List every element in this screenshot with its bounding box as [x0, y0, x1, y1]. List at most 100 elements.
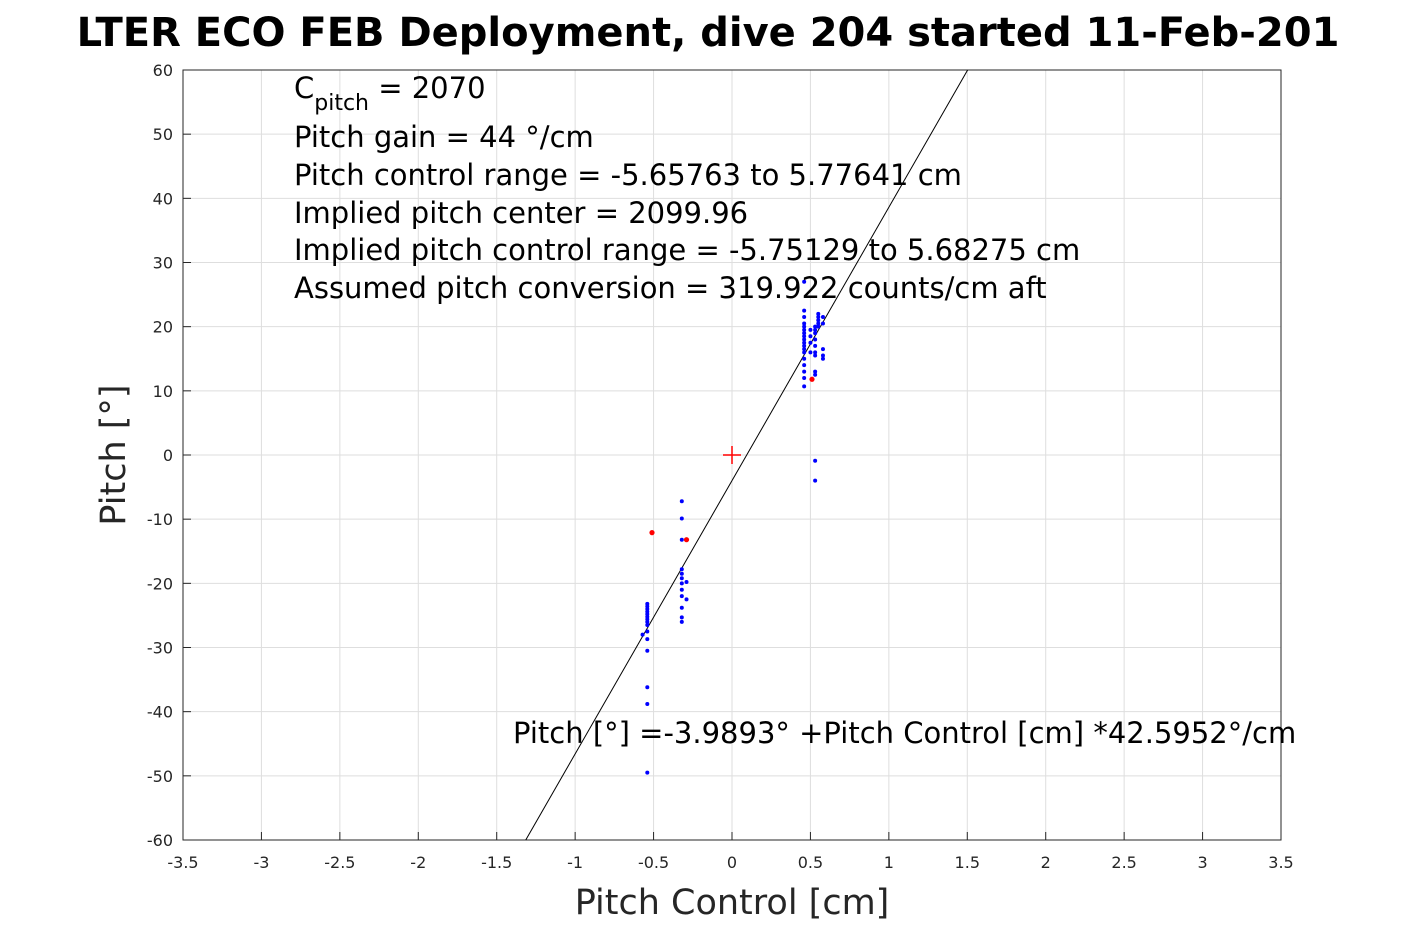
annotation-pitch-gain: Pitch gain = 44 °/cm: [294, 120, 594, 154]
x-tick-label: 2: [1041, 853, 1051, 872]
good-data-point: [816, 324, 821, 329]
tick-labels: -3.5 -3 -2.5 -2 -1.5 -1 -0.5 0 0.5 1 1.5 2 2.5 3 3.5 60…: [147, 61, 1294, 872]
y-tick-label: 50: [153, 125, 173, 144]
good-data-point: [802, 347, 807, 352]
good-data-point: [679, 576, 684, 581]
good-data-point: [820, 321, 825, 326]
good-data-point: [813, 458, 818, 463]
good-data-point: [802, 363, 807, 368]
good-data-point: [813, 353, 818, 358]
good-data-point: [679, 605, 684, 610]
x-tick-label: 3: [1197, 853, 1207, 872]
fit-line: [525, 69, 969, 841]
y-tick-label: -10: [147, 510, 173, 529]
good-data-point: [808, 327, 813, 332]
good-data-point: [808, 350, 813, 355]
y-tick-label: 0: [163, 446, 173, 465]
good-data-point: [679, 615, 684, 620]
good-data-point: [645, 619, 650, 624]
outlier-data-point: [809, 376, 815, 382]
y-tick-label: -30: [147, 639, 173, 658]
good-data-point: [645, 629, 650, 634]
outlier-data-point: [683, 537, 690, 543]
y-axis-label: Pitch [°]: [94, 384, 134, 525]
x-tick-label: 1.5: [955, 853, 980, 872]
x-tick-label: -3.5: [167, 853, 198, 872]
fit-equation: Pitch [°] =-3.9893° +Pitch Control [cm] …: [513, 716, 1296, 750]
good-data-point: [802, 356, 807, 361]
y-tick-label: -40: [147, 703, 173, 722]
good-data-point: [802, 340, 807, 345]
x-tick-label: 2.5: [1111, 853, 1136, 872]
outlier-data-point: [649, 530, 655, 536]
x-axis-label: Pitch Control [cm]: [575, 883, 890, 923]
good-data-point: [645, 648, 650, 653]
good-data-point: [808, 334, 813, 339]
good-data-point: [679, 594, 684, 599]
good-data-point: [645, 637, 650, 642]
x-tick-label: 0: [727, 853, 737, 872]
y-tick-label: -50: [147, 767, 173, 786]
x-tick-label: 1: [884, 853, 894, 872]
annotation-pitch-center: Implied pitch center = 2099.96: [294, 196, 748, 230]
y-tick-label: 10: [153, 382, 173, 401]
good-data-point: [679, 537, 684, 542]
good-data-point: [802, 327, 807, 332]
good-data-point: [813, 327, 818, 332]
x-tick-label: -1: [567, 853, 583, 872]
x-tick-label: -1.5: [481, 853, 512, 872]
good-data-point: [802, 376, 807, 380]
good-data-point: [802, 384, 807, 389]
y-tick-label: -60: [147, 831, 173, 850]
good-data-point: [808, 340, 813, 345]
good-data-point: [820, 356, 825, 361]
y-tick-label: 30: [153, 254, 173, 273]
good-data-point: [816, 315, 821, 320]
annotation-implied-range: Implied pitch control range = -5.75129 t…: [294, 233, 1080, 267]
good-data-point: [802, 369, 807, 374]
good-data-point: [684, 597, 689, 602]
chart-title: LTER ECO FEB Deployment, dive 204 starte…: [77, 10, 1340, 56]
good-data-point: [820, 347, 825, 352]
cpitch-annotation: Cpitch = 2070: [294, 71, 486, 116]
center-cross-marker: [723, 446, 741, 464]
good-data-point: [820, 353, 825, 358]
good-data-point: [816, 318, 821, 323]
good-data-point: [802, 331, 807, 336]
good-data-point: [802, 324, 807, 329]
annotation-control-range: Pitch control range = -5.65763 to 5.7764…: [294, 158, 962, 192]
good-data-point: [684, 580, 689, 585]
good-data-point: [813, 343, 818, 348]
good-data-point: [679, 619, 684, 624]
good-data-point: [802, 334, 807, 339]
good-data-point: [679, 581, 684, 586]
x-tick-label: -0.5: [638, 853, 669, 872]
good-data-point: [802, 279, 807, 284]
good-data-point: [802, 337, 807, 342]
good-data-point: [802, 308, 807, 313]
good-data-point: [813, 478, 818, 483]
good-data-point: [679, 567, 684, 572]
good-data-point: [802, 350, 807, 355]
y-tick-label: 60: [153, 61, 173, 80]
x-tick-label: -3: [253, 853, 269, 872]
y-tick-label: -20: [147, 574, 173, 593]
good-data-point: [645, 623, 650, 628]
data-marks: [525, 69, 969, 841]
good-data-point: [816, 321, 821, 326]
good-data-point: [679, 499, 684, 504]
good-data-point: [813, 369, 818, 374]
good-data-point: [820, 315, 825, 320]
good-data-point: [679, 571, 684, 576]
good-data-point: [802, 321, 807, 326]
y-tick-label: 40: [153, 189, 173, 208]
good-data-point: [802, 315, 807, 320]
x-tick-label: 3.5: [1268, 853, 1293, 872]
good-data-point: [813, 337, 818, 342]
good-data-point: [640, 632, 645, 637]
x-tick-label: -2.5: [324, 853, 355, 872]
good-data-point: [645, 701, 650, 706]
good-data-point: [816, 311, 821, 316]
good-data-point: [679, 587, 684, 592]
